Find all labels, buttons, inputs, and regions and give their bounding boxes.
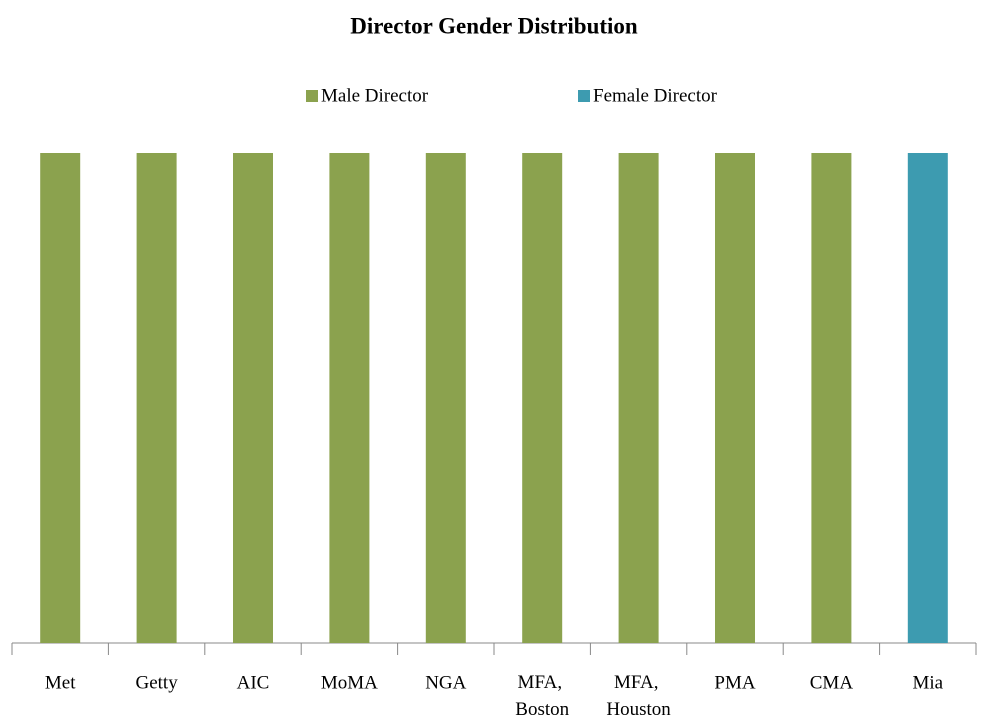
legend-swatch xyxy=(306,90,318,102)
x-tick-label: MFA, Boston xyxy=(515,672,569,720)
bar xyxy=(233,153,273,643)
bar xyxy=(715,153,755,643)
bar xyxy=(136,153,177,643)
bar xyxy=(522,153,563,643)
bar xyxy=(907,153,948,643)
bar xyxy=(329,153,370,643)
x-tick-label: PMA xyxy=(714,672,755,693)
x-tick-label: Mia xyxy=(912,672,943,693)
x-tick-label: CMA xyxy=(810,672,854,693)
x-tick-label: NGA xyxy=(425,672,466,693)
bar xyxy=(618,153,659,643)
bar xyxy=(425,153,466,643)
legend-label: Male Director xyxy=(321,85,429,106)
x-tick-label: MFA, Houston xyxy=(606,672,671,720)
legend-label: Female Director xyxy=(593,85,718,106)
x-tick-label: AIC xyxy=(237,672,270,693)
bar xyxy=(40,153,81,643)
x-tick-label: Met xyxy=(45,672,76,693)
x-tick-label: MoMA xyxy=(321,672,378,693)
bar xyxy=(811,153,852,643)
x-tick-label: Getty xyxy=(135,672,178,693)
legend-swatch xyxy=(578,90,590,102)
chart-title: Director Gender Distribution xyxy=(350,13,638,38)
